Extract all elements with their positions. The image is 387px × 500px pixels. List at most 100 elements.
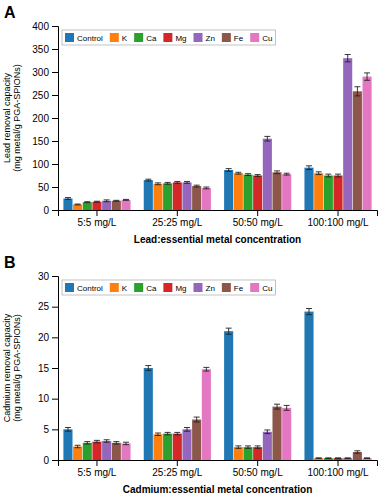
error-bar xyxy=(145,179,151,181)
error-bar xyxy=(274,404,280,409)
error-bar xyxy=(226,169,232,172)
y-tick-mark xyxy=(52,95,58,96)
x-tick-mark xyxy=(177,210,178,216)
y-axis-line xyxy=(52,277,59,461)
y-tick: 200 xyxy=(32,113,58,124)
marks xyxy=(63,309,371,460)
error-bar xyxy=(306,166,312,170)
bar xyxy=(234,173,243,210)
error-bar xyxy=(235,172,241,174)
bar xyxy=(192,420,201,460)
y-tick-mark xyxy=(52,368,58,369)
error-bar xyxy=(284,173,290,175)
y-tick-mark xyxy=(52,307,58,308)
series xyxy=(121,367,371,460)
y-tick-mark xyxy=(52,429,58,430)
bar xyxy=(304,168,313,210)
y-axis-title: Cadmium removal capacity(mg metal/g PGA-… xyxy=(2,313,22,422)
x-axis-title: Cadmium:essential metal concentration xyxy=(123,484,313,495)
bar xyxy=(202,188,211,210)
y-tick-label: 250 xyxy=(32,90,49,101)
y-tick-mark xyxy=(52,164,58,165)
y-tick-label: 300 xyxy=(32,67,49,78)
series xyxy=(92,174,342,210)
error-bar xyxy=(235,446,241,448)
bar xyxy=(102,201,111,210)
bar xyxy=(92,442,101,460)
x-axis: 5:5 mg/L25:25 mg/L50:50 mg/L100:100 mg/L xyxy=(59,210,378,228)
error-bar xyxy=(75,445,81,447)
y-tick-label: 25 xyxy=(38,301,50,312)
error-bar xyxy=(155,183,161,185)
y-tick-label: 350 xyxy=(32,44,49,55)
bar xyxy=(102,441,111,460)
y-axis-title-line: (mg metal/g PGA-SPIONs) xyxy=(12,314,22,422)
y-axis-title-line: (mg metal/g PGA-SPIONs) xyxy=(12,64,22,172)
legend-swatch xyxy=(250,33,259,42)
bar xyxy=(224,170,233,210)
series xyxy=(102,427,352,460)
bar xyxy=(363,77,372,210)
x-tick-label: 100:100 mg/L xyxy=(307,467,369,478)
figure: A0501001502002503003504005:5 mg/L25:25 m… xyxy=(0,0,387,500)
y-tick: 10 xyxy=(38,393,58,404)
legend-label: Zn xyxy=(206,284,215,293)
series xyxy=(92,432,342,460)
x-tick-label: 5:5 mg/L xyxy=(78,217,117,228)
legend-swatch xyxy=(65,283,74,292)
legend-frame xyxy=(62,30,275,45)
x-tick-mark xyxy=(338,210,339,216)
bar xyxy=(314,458,323,460)
series xyxy=(63,309,313,460)
error-bar xyxy=(184,181,190,183)
bar xyxy=(144,180,153,210)
y-tick-label: 200 xyxy=(32,113,49,124)
legend-label: Fe xyxy=(234,34,244,43)
y-tick: 15 xyxy=(38,363,58,374)
y-tick: 150 xyxy=(32,136,58,147)
error-bar xyxy=(345,55,351,62)
bar xyxy=(253,176,262,211)
error-bar xyxy=(104,440,110,442)
legend-label: Fe xyxy=(234,284,244,293)
series xyxy=(121,73,371,210)
error-bar xyxy=(255,175,261,177)
y-tick-mark xyxy=(52,399,58,400)
y-tick-label: 10 xyxy=(38,393,50,404)
error-bar xyxy=(84,442,90,444)
bar xyxy=(353,91,362,210)
legend-label: Ca xyxy=(146,284,157,293)
title: B xyxy=(4,254,16,271)
bar xyxy=(73,204,82,210)
bar xyxy=(304,312,313,460)
error-bar xyxy=(165,182,171,184)
error-bar xyxy=(75,204,81,206)
error-bar xyxy=(203,367,209,371)
legend-label: K xyxy=(122,34,128,43)
error-bar xyxy=(123,442,129,444)
bar xyxy=(343,458,352,460)
error-bar xyxy=(84,201,90,203)
bar xyxy=(192,186,201,210)
legend-label: Control xyxy=(77,284,103,293)
y-tick: 400 xyxy=(32,21,58,32)
error-bar xyxy=(145,366,151,371)
error-bar xyxy=(316,172,322,175)
x-tick-label: 100:100 mg/L xyxy=(307,217,369,228)
error-bar xyxy=(65,198,71,200)
y-tick-label: 30 xyxy=(38,271,50,282)
x-tick-label: 50:50 mg/L xyxy=(233,467,283,478)
bar xyxy=(144,368,153,460)
bar xyxy=(202,369,211,460)
bar xyxy=(324,176,333,211)
error-bar xyxy=(94,201,100,203)
y-tick-label: 0 xyxy=(43,205,49,216)
y-axis-title-line: Cadmium removal capacity xyxy=(2,313,12,422)
bar xyxy=(173,434,182,460)
bar xyxy=(314,173,323,210)
bar xyxy=(63,429,72,460)
legend-swatch xyxy=(222,33,231,42)
legend-swatch xyxy=(163,33,172,42)
y-tick-mark xyxy=(52,118,58,119)
legend-swatch xyxy=(163,283,172,292)
